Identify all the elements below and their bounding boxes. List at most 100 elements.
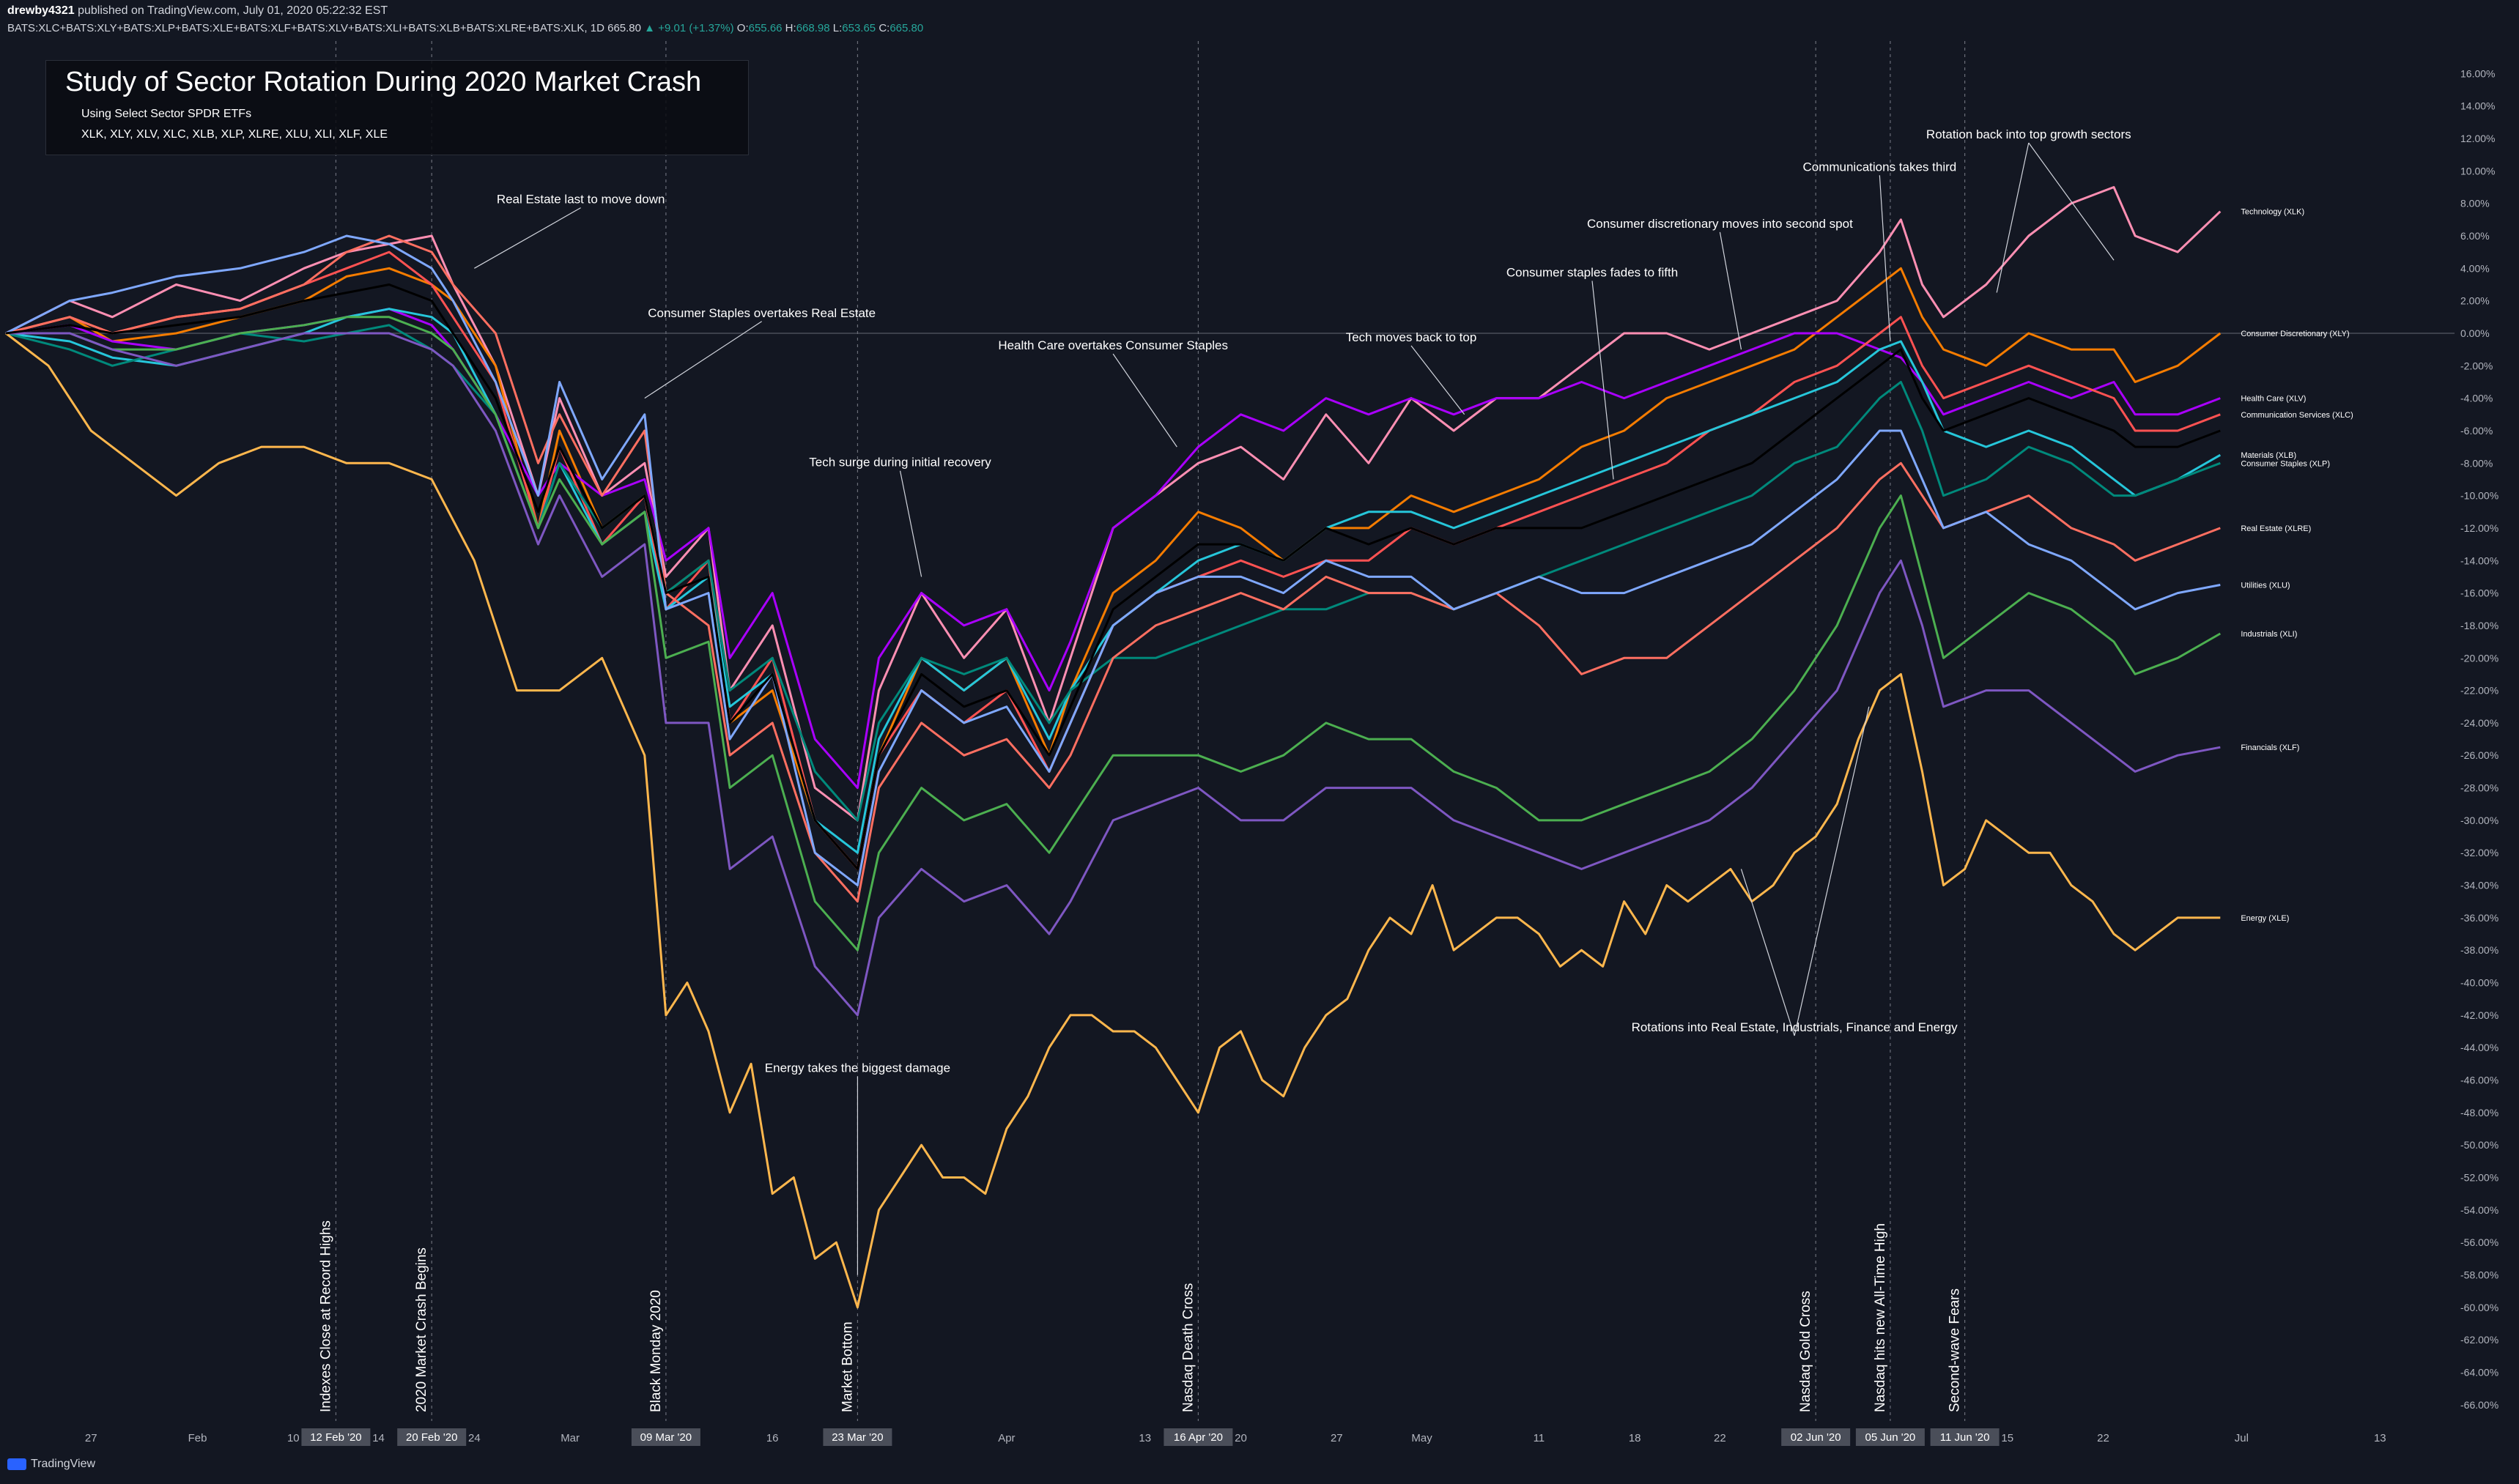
author-name[interactable]: drewby4321: [7, 4, 75, 17]
brand-label: TradingView: [31, 1458, 96, 1470]
event-label: Nasdaq hits new All-Time High: [1873, 1223, 1888, 1412]
date-highlight-box: [1855, 1428, 1925, 1446]
date-highlight-box: [397, 1428, 467, 1446]
series-end-label: Consumer Staples (XLP): [2241, 459, 2330, 468]
x-tick-label: 22: [1714, 1432, 1726, 1444]
high-value: 668.98: [796, 22, 830, 34]
series-end-label: Technology (XLK): [2241, 208, 2304, 217]
y-tick-label: -32.00%: [2460, 847, 2498, 858]
annotation-pointer: [1740, 869, 1795, 1036]
series-end-label: Communication Services (XLC): [2241, 411, 2353, 420]
x-tick-label: Jul: [2235, 1432, 2249, 1444]
date-highlight-box: [301, 1428, 371, 1446]
y-tick-label: -46.00%: [2460, 1075, 2498, 1086]
event-label: Black Monday 2020: [648, 1290, 664, 1412]
tradingview-logo[interactable]: TradingView: [7, 1458, 95, 1471]
date-highlight-label: 11 Jun '20: [1940, 1431, 1990, 1444]
date-highlight-label: 05 Jun '20: [1865, 1431, 1916, 1444]
annotation-pointer: [1410, 345, 1465, 415]
series-end-label: Consumer Discretionary (XLY): [2241, 330, 2349, 338]
annotation-pointer: [474, 207, 581, 269]
tradingview-logo-icon: [7, 1458, 26, 1470]
series-end-label: Real Estate (XLRE): [2241, 524, 2311, 533]
y-tick-label: -42.00%: [2460, 1009, 2498, 1021]
y-tick-label: 8.00%: [2460, 198, 2490, 209]
y-tick-label: -40.00%: [2460, 977, 2498, 989]
close-value: 665.80: [889, 22, 924, 34]
y-tick-label: 0.00%: [2460, 327, 2490, 339]
annotation-text: Rotation back into top growth sectors: [1926, 127, 2131, 141]
event-label: Indexes Close at Record Highs: [318, 1220, 333, 1412]
symbol-info: BATS:XLC+BATS:XLY+BATS:XLP+BATS:XLE+BATS…: [7, 22, 924, 34]
title-box: Study of Sector Rotation During 2020 Mar…: [45, 60, 749, 155]
x-tick-label: 15: [2001, 1432, 2013, 1444]
y-tick-label: -62.00%: [2460, 1334, 2498, 1346]
y-tick-label: -2.00%: [2460, 360, 2493, 371]
y-tick-label: -44.00%: [2460, 1042, 2498, 1053]
annotation-text: Energy takes the biggest damage: [765, 1061, 950, 1075]
ticker-list: XLK, XLY, XLV, XLC, XLB, XLP, XLRE, XLU,…: [81, 128, 388, 141]
open-value: 655.66: [748, 22, 783, 34]
event-label: 2020 Market Crash Begins: [414, 1247, 429, 1412]
y-tick-label: -38.00%: [2460, 944, 2498, 956]
y-tick-label: -64.00%: [2460, 1367, 2498, 1379]
series-line: [5, 234, 2221, 903]
annotation-text: Consumer staples fades to fifth: [1506, 265, 1678, 279]
y-tick-label: -20.00%: [2460, 652, 2498, 664]
date-highlight-label: 23 Mar '20: [832, 1431, 883, 1444]
series-line: [5, 308, 2221, 790]
series-end-label: Financials (XLF): [2241, 743, 2299, 752]
date-highlight-box: [631, 1428, 700, 1446]
y-tick-label: -22.00%: [2460, 685, 2498, 697]
series-end-label: Industrials (XLI): [2241, 630, 2297, 639]
y-tick-label: 14.00%: [2460, 100, 2495, 112]
y-tick-label: -6.00%: [2460, 425, 2493, 437]
y-tick-label: -26.00%: [2460, 749, 2498, 761]
series-line: [5, 234, 2221, 887]
x-tick-label: 27: [85, 1432, 97, 1444]
y-tick-label: -56.00%: [2460, 1236, 2498, 1248]
up-arrow-icon: ▲: [644, 22, 656, 34]
symbol-name[interactable]: BATS:XLC+BATS:XLY+BATS:XLP+BATS:XLE+BATS…: [7, 22, 604, 34]
last-price: 665.80: [607, 22, 641, 34]
annotation-text: Communications takes third: [1802, 160, 1956, 174]
chart-pane[interactable]: [0, 41, 2455, 1421]
x-tick-label: 24: [468, 1432, 481, 1444]
y-tick-label: -34.00%: [2460, 880, 2498, 891]
series-end-label: Utilities (XLU): [2241, 582, 2290, 590]
x-tick-label: 18: [1629, 1432, 1641, 1444]
x-tick-label: 22: [2097, 1432, 2109, 1444]
y-tick-label: -30.00%: [2460, 815, 2498, 826]
annotation-pointer: [1719, 231, 1742, 350]
publish-date: published on TradingView.com, July 01, 2…: [78, 4, 388, 17]
publish-info: drewby4321 published on TradingView.com,…: [7, 4, 388, 18]
x-tick-label: May: [1411, 1432, 1432, 1444]
annotation-text: Consumer Staples overtakes Real Estate: [648, 306, 876, 320]
x-tick-label: Feb: [188, 1432, 207, 1444]
annotation-pointer: [1112, 353, 1177, 448]
series-line: [5, 283, 2221, 870]
low-value: 653.65: [842, 22, 876, 34]
y-tick-label: -4.00%: [2460, 393, 2493, 404]
annotation-text: Tech surge during initial recovery: [809, 456, 991, 470]
x-tick-label: 14: [372, 1432, 385, 1444]
header-bar: drewby4321 published on TradingView.com,…: [0, 0, 2519, 41]
series-end-label: Health Care (XLV): [2241, 395, 2306, 404]
x-tick-label: Apr: [998, 1432, 1015, 1444]
y-tick-label: -58.00%: [2460, 1269, 2498, 1281]
x-tick-label: 13: [2374, 1432, 2386, 1444]
y-tick-label: -10.00%: [2460, 490, 2498, 502]
y-tick-label: -66.00%: [2460, 1399, 2498, 1411]
price-axis[interactable]: [2455, 41, 2519, 1421]
y-tick-label: 16.00%: [2460, 67, 2495, 79]
date-highlight-label: 02 Jun '20: [1791, 1431, 1841, 1444]
event-label: Second-wave Fears: [1947, 1288, 1963, 1412]
annotation-text: Rotations into Real Estate, Industrials,…: [1632, 1020, 1958, 1034]
annotation-pointer: [899, 470, 922, 577]
annotation-pointer: [2028, 142, 2115, 261]
y-tick-label: -52.00%: [2460, 1172, 2498, 1184]
annotation-pointer: [1879, 175, 1891, 342]
series-line: [6, 316, 2222, 951]
y-tick-label: -16.00%: [2460, 587, 2498, 599]
